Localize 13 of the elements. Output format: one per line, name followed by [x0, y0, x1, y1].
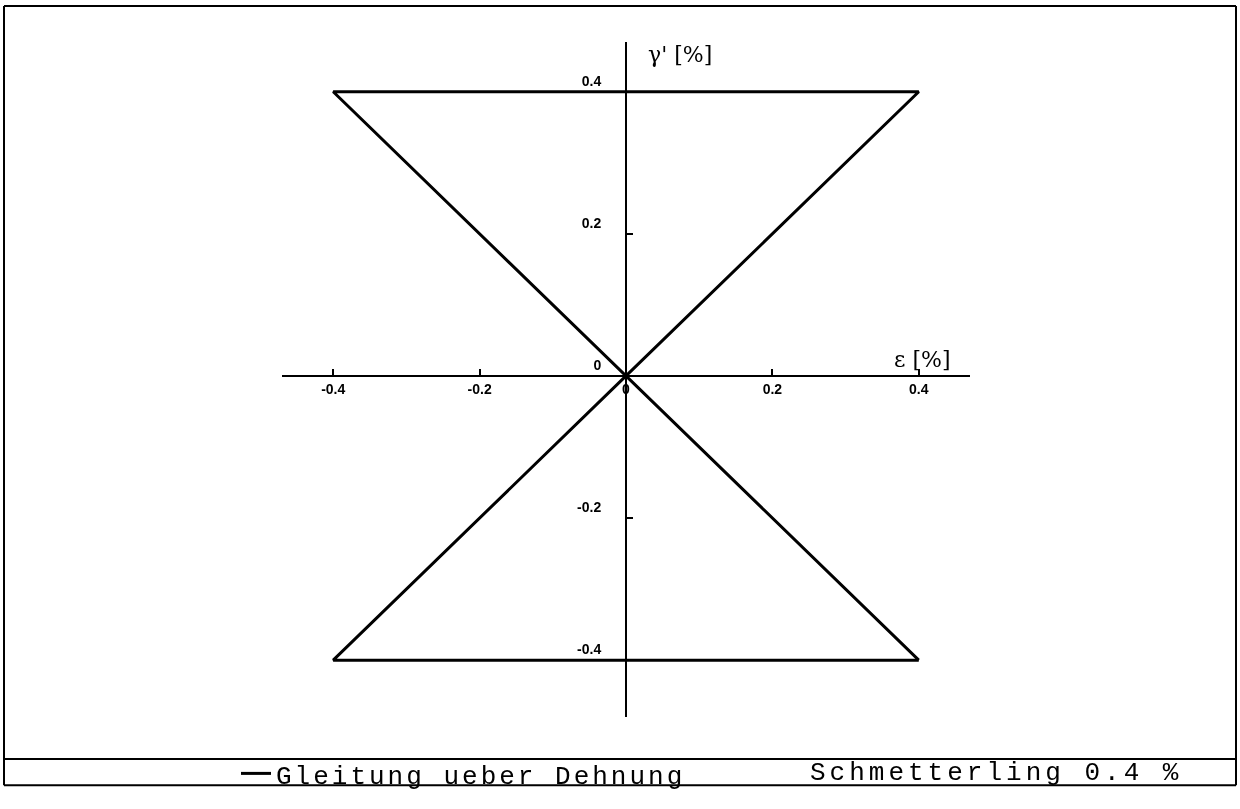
x-tick-label: -0.4 [321, 380, 346, 397]
x-tick-label: 0.2 [762, 380, 783, 397]
x-tick-label: -0.2 [467, 380, 492, 397]
x-axis-title: ε [%] [894, 347, 951, 372]
text: Schmetterling 0.4 % [810, 758, 1183, 788]
y-tick-label: 0 [593, 356, 602, 373]
y-tick-label: -0.2 [577, 498, 602, 515]
y-tick-label: 0.2 [581, 214, 602, 231]
x-tick-label: 0.4 [909, 380, 929, 397]
y-tick-label: 0.4 [581, 72, 602, 89]
legend-label: Gleitung ueber Dehnung [276, 761, 686, 792]
y-tick-label: -0.4 [577, 641, 602, 658]
y-axis-title: γ' [%] [648, 42, 713, 67]
